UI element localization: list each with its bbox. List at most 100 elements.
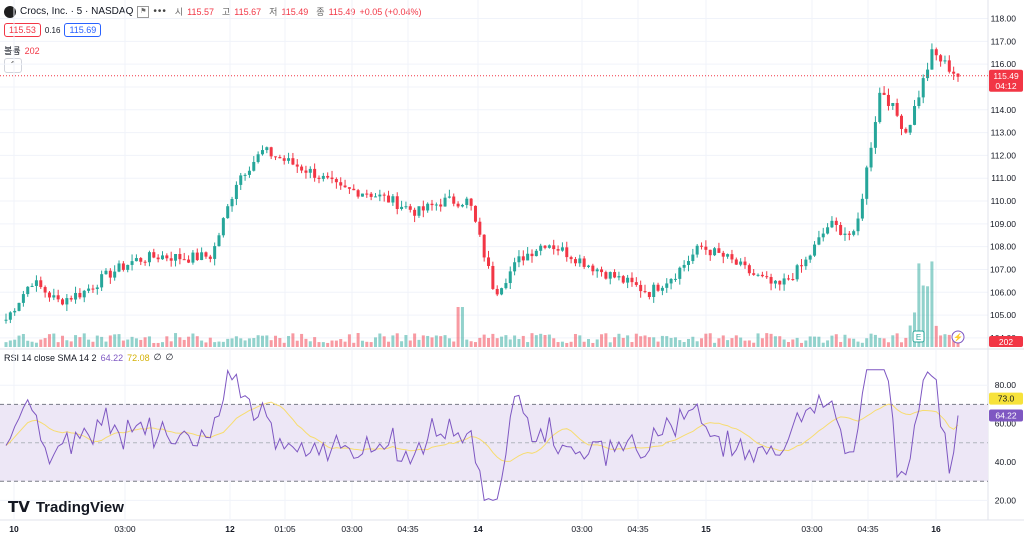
candle-body <box>713 248 717 256</box>
volume-bar <box>378 333 382 347</box>
tradingview-logo[interactable]: 𝗧𝗩 TradingView <box>8 498 124 517</box>
candle-body <box>739 261 743 265</box>
candle-body <box>178 253 182 260</box>
volume-bar <box>747 340 751 347</box>
volume-bar <box>500 336 504 347</box>
symbol-title[interactable]: Crocs, Inc. · 5 · NASDAQ <box>20 6 134 17</box>
volume-bar <box>387 341 391 347</box>
volume-value: 202 <box>24 45 40 56</box>
volume-bar <box>630 342 634 347</box>
volume-bar <box>252 338 256 347</box>
candle-body <box>156 257 160 260</box>
volume-bar <box>647 337 651 347</box>
volume-bar <box>247 338 251 347</box>
candle-body <box>617 276 621 278</box>
candle-body <box>356 190 360 197</box>
volume-bar <box>843 334 847 347</box>
candle-body <box>234 184 238 200</box>
candle-body <box>904 128 908 133</box>
volume-bar <box>113 334 117 347</box>
candle-body <box>743 261 747 266</box>
candle-body <box>608 272 612 279</box>
candle-body <box>847 233 851 235</box>
candle-body <box>934 49 938 56</box>
sell-price-button[interactable]: 115.53 <box>4 23 41 37</box>
time-tick-label: 12 <box>225 524 235 534</box>
volume-bar <box>117 334 121 347</box>
candle-body <box>700 245 704 247</box>
candle-body <box>626 277 630 283</box>
volume-label: 볼륨 <box>4 46 21 56</box>
more-options-button[interactable]: ••• <box>153 6 167 17</box>
volume-bar <box>543 335 547 347</box>
candle-body <box>891 102 895 106</box>
volume-bar <box>660 335 664 347</box>
candle-body <box>191 252 195 263</box>
candle-body <box>365 193 369 195</box>
volume-bar <box>291 333 295 347</box>
volume-bar <box>30 341 34 347</box>
volume-bar <box>634 333 638 347</box>
candle-body <box>113 271 117 278</box>
volume-bar <box>595 339 599 347</box>
volume-bar <box>778 336 782 347</box>
candle-body <box>430 203 434 206</box>
candle-body <box>778 280 782 285</box>
candle-body <box>82 290 86 298</box>
price-tick-label: 114.00 <box>991 105 1017 115</box>
volume-bar <box>160 342 164 347</box>
candle-body <box>17 302 21 311</box>
volume-bar <box>508 339 512 347</box>
buy-price-button[interactable]: 115.69 <box>64 23 102 37</box>
volume-bar <box>734 335 738 347</box>
crocs-logo-icon <box>4 5 16 18</box>
candle-body <box>843 233 847 235</box>
volume-bar <box>413 333 417 347</box>
volume-bar <box>895 333 899 347</box>
rsi-value-badge-text: 64.22 <box>995 410 1017 420</box>
flag-icon[interactable]: ⚑ <box>137 5 150 18</box>
candle-body <box>208 256 212 259</box>
candle-body <box>795 265 799 280</box>
volume-bar <box>465 339 469 347</box>
candle-body <box>600 269 604 273</box>
candle-body <box>760 274 764 277</box>
volume-bar <box>469 341 473 347</box>
current-price-badge-text: 04:12 <box>995 81 1017 91</box>
candle-body <box>765 276 769 278</box>
volume-bar <box>239 338 243 347</box>
candle-body <box>347 187 351 189</box>
candle-body <box>734 259 738 265</box>
high-label: 고 <box>222 7 231 17</box>
volume-bar <box>708 333 712 347</box>
open-label: 시 <box>174 7 184 17</box>
volume-bar <box>517 339 521 347</box>
candle-body <box>656 284 660 291</box>
candle-body <box>465 198 469 205</box>
volume-bar <box>395 333 399 347</box>
candle-body <box>47 292 51 298</box>
candle-body <box>108 270 112 278</box>
volume-bar <box>78 337 82 347</box>
price-tick-label: 117.00 <box>991 36 1017 46</box>
candle-body <box>830 220 834 228</box>
candle-body <box>708 249 712 256</box>
candle-body <box>317 177 321 179</box>
volume-bar <box>521 335 525 347</box>
candle-body <box>139 258 143 262</box>
time-tick-label: 03:00 <box>801 524 823 534</box>
candle-body <box>526 253 530 261</box>
candle-body <box>187 259 191 263</box>
candle-body <box>886 94 890 106</box>
volume-bar <box>4 342 8 347</box>
candle-body <box>395 196 399 209</box>
volume-bars <box>4 261 960 347</box>
time-tick-label: 03:00 <box>114 524 136 534</box>
candle-body <box>482 234 486 258</box>
rsi-title[interactable]: RSI 14 close SMA 14 2 <box>4 352 97 363</box>
candle-body <box>343 185 347 188</box>
current-price-badge-text: 115.49 <box>993 71 1019 81</box>
volume-bar <box>265 335 269 347</box>
volume-bar <box>704 333 708 347</box>
